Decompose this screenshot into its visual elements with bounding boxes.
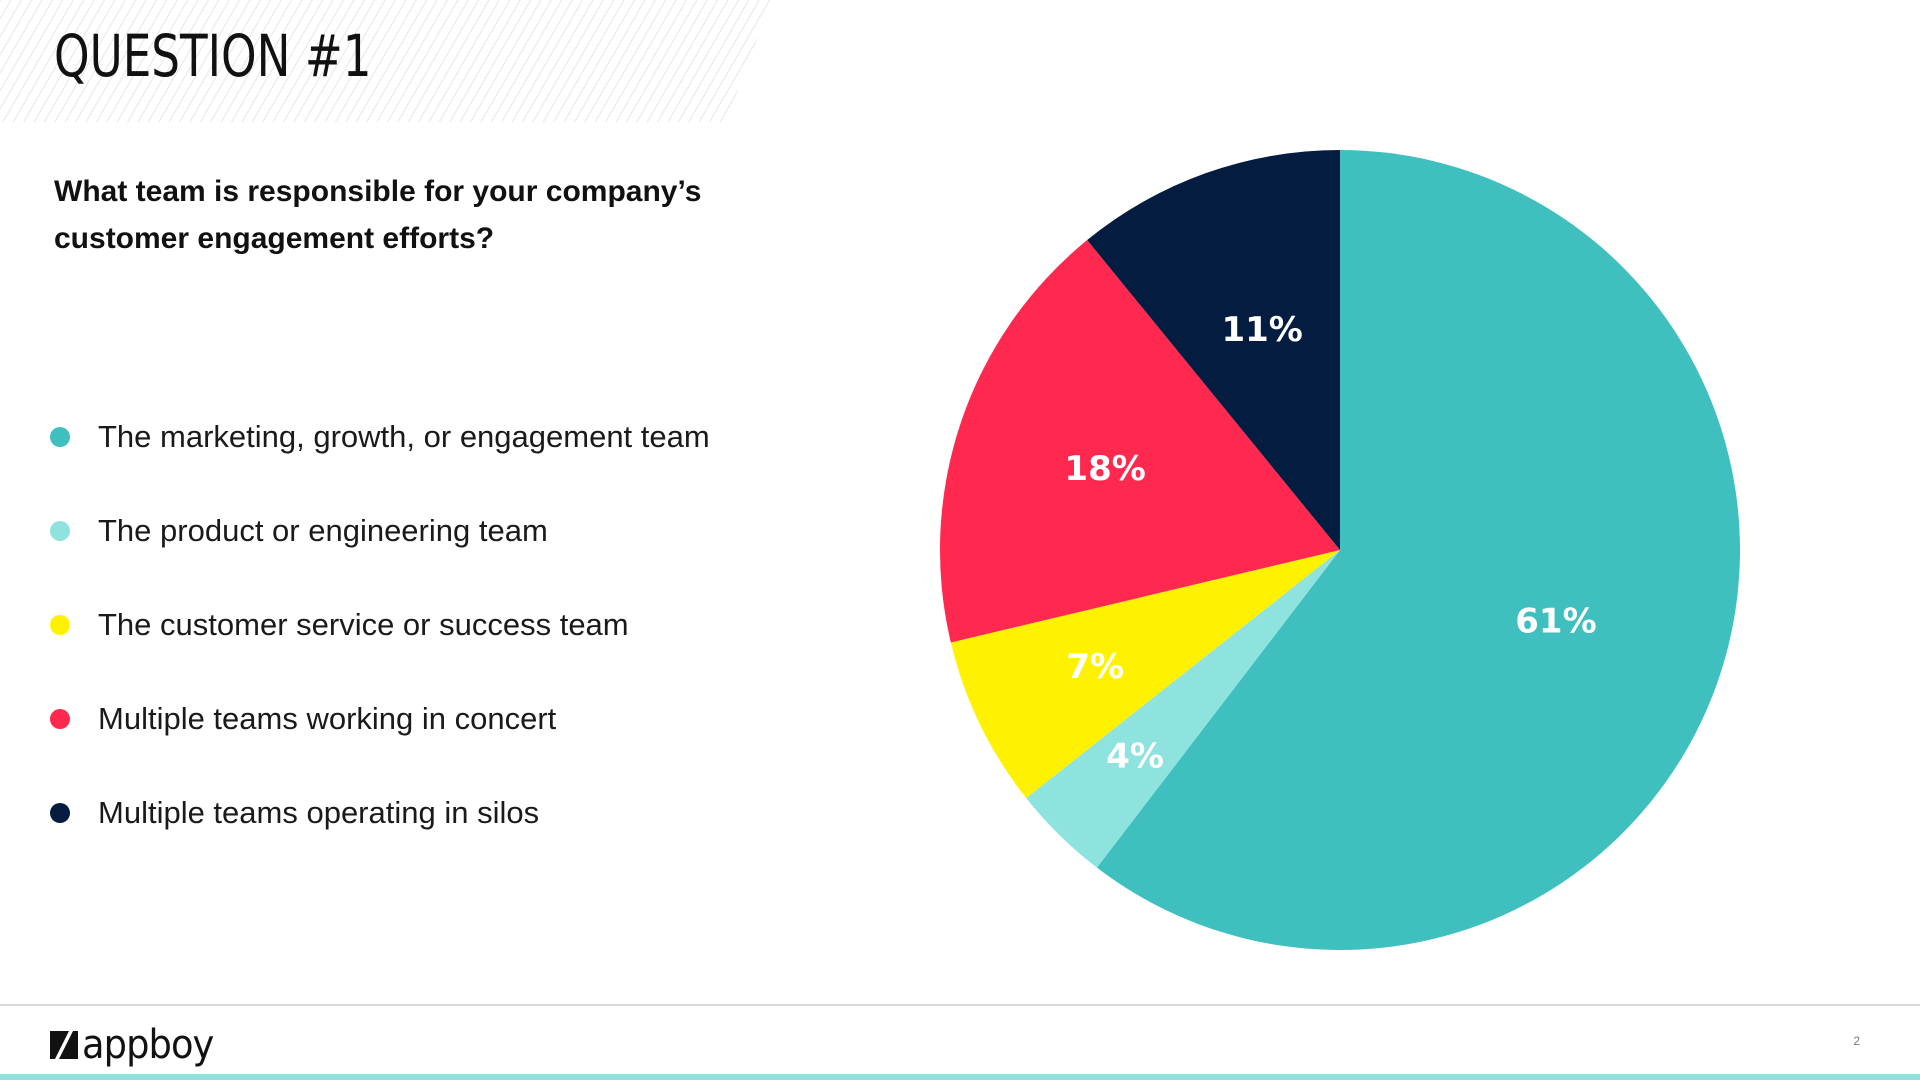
chart-legend: The marketing, growth, or engagement tea… [50, 390, 710, 860]
legend-dot [50, 615, 70, 635]
pie-label-multiple-teams-operating-in-silos: 11% [1221, 310, 1302, 350]
pie-label-multiple-teams-working-in-concert: 18% [1064, 449, 1145, 489]
pie-label-the-product-or-engineering-team: 4% [1106, 737, 1164, 777]
legend-label: Multiple teams working in concert [98, 701, 557, 736]
page-number: 2 [1853, 1034, 1860, 1048]
legend-item: Multiple teams operating in silos [50, 766, 710, 860]
logo-mark-icon [50, 1031, 78, 1059]
footer-divider [0, 1004, 1920, 1006]
legend-label: The marketing, growth, or engagement tea… [98, 419, 710, 454]
legend-label: Multiple teams operating in silos [98, 795, 540, 830]
legend-dot [50, 427, 70, 447]
pie-slice-the-marketing-growth-or-engagement-team [1096, 150, 1740, 950]
pie-label-the-marketing-growth-or-engagement-team: 61% [1515, 602, 1596, 642]
legend-item: The product or engineering team [50, 484, 710, 578]
pie-label-the-customer-service-or-success-team: 7% [1066, 647, 1124, 687]
question-text: What team is responsible for your compan… [54, 175, 702, 255]
legend-item: The customer service or success team [50, 578, 710, 672]
appboy-logo: appboy [50, 1020, 225, 1070]
pie-slice-the-product-or-engineering-team [1026, 550, 1340, 868]
legend-dot [50, 709, 70, 729]
slide-title: QUESTION #1 [54, 22, 372, 90]
footer-accent-bar [0, 1074, 1920, 1080]
hatch-pattern [0, 0, 772, 122]
pie-slice-multiple-teams-operating-in-silos [1087, 150, 1340, 550]
legend-label: The customer service or success team [98, 607, 629, 642]
legend-item: The marketing, growth, or engagement tea… [50, 390, 710, 484]
legend-item: Multiple teams working in concert [50, 672, 710, 766]
pie-slice-multiple-teams-working-in-concert [940, 240, 1340, 643]
legend-label: The product or engineering team [98, 513, 548, 548]
legend-dot [50, 803, 70, 823]
logo-text: appboy [82, 1022, 214, 1068]
pie-chart: 61% 4% 7% 18% 11% [940, 150, 1740, 950]
legend-dot [50, 521, 70, 541]
pie-chart-container: 61% 4% 7% 18% 11% [920, 130, 1760, 960]
title-band: QUESTION #1 [0, 0, 780, 122]
pie-slice-the-customer-service-or-success-team [950, 550, 1340, 799]
